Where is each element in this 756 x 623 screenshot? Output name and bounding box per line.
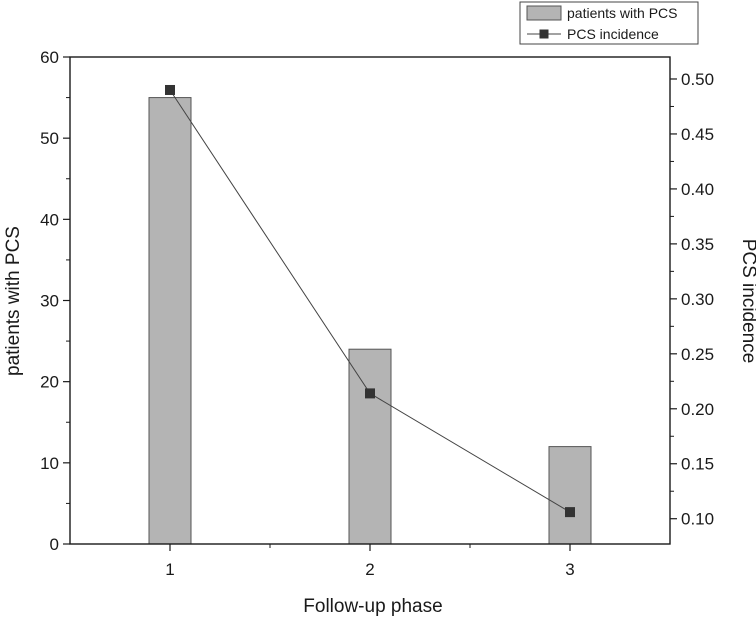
legend-bar-swatch [526, 5, 562, 21]
y2-tick-label: 0.45 [681, 125, 714, 144]
y-tick-label: 50 [40, 129, 59, 148]
x-tick-label: 2 [365, 560, 374, 579]
y-tick-label: 20 [40, 373, 59, 392]
y-tick-label: 30 [40, 292, 59, 311]
x-tick-label: 3 [565, 560, 574, 579]
plot-area [148, 84, 592, 545]
y2-tick-label: 0.20 [681, 400, 714, 419]
y2-tick-label: 0.30 [681, 290, 714, 309]
y2-axis-title: PCS incidence [738, 239, 756, 364]
legend-bar-label: patients with PCS [567, 5, 678, 21]
axes: 0 10 20 30 40 50 60 0.10 0.15 0.20 0.25 0.30 0.35 0.4… [40, 48, 714, 579]
incidence-marker-3 [565, 507, 575, 518]
y-tick-label: 40 [40, 210, 59, 229]
bar-3 [548, 446, 592, 545]
x-tick-label: 1 [165, 560, 174, 579]
y2-tick-label: 0.35 [681, 235, 714, 254]
legend-marker [539, 29, 549, 39]
y-tick-label: 60 [40, 48, 59, 67]
y2-tick-label: 0.50 [681, 70, 714, 89]
legend: patients with PCS PCS incidence [519, 1, 699, 45]
x-axis-title: Follow-up phase [303, 596, 442, 617]
y2-tick-label: 0.15 [681, 455, 714, 474]
bar-2 [348, 348, 392, 545]
y-tick-label: 0 [50, 535, 59, 554]
y2-tick-label: 0.10 [681, 510, 714, 529]
legend-line-label: PCS incidence [567, 26, 659, 42]
y2-tick-label: 0.40 [681, 180, 714, 199]
incidence-marker-2 [365, 388, 375, 399]
bar-1 [148, 97, 192, 545]
y2-tick-label: 0.25 [681, 345, 714, 364]
incidence-marker-1 [165, 84, 175, 95]
y-axis-title: patients with PCS [3, 226, 24, 376]
y-tick-label: 10 [40, 454, 59, 473]
